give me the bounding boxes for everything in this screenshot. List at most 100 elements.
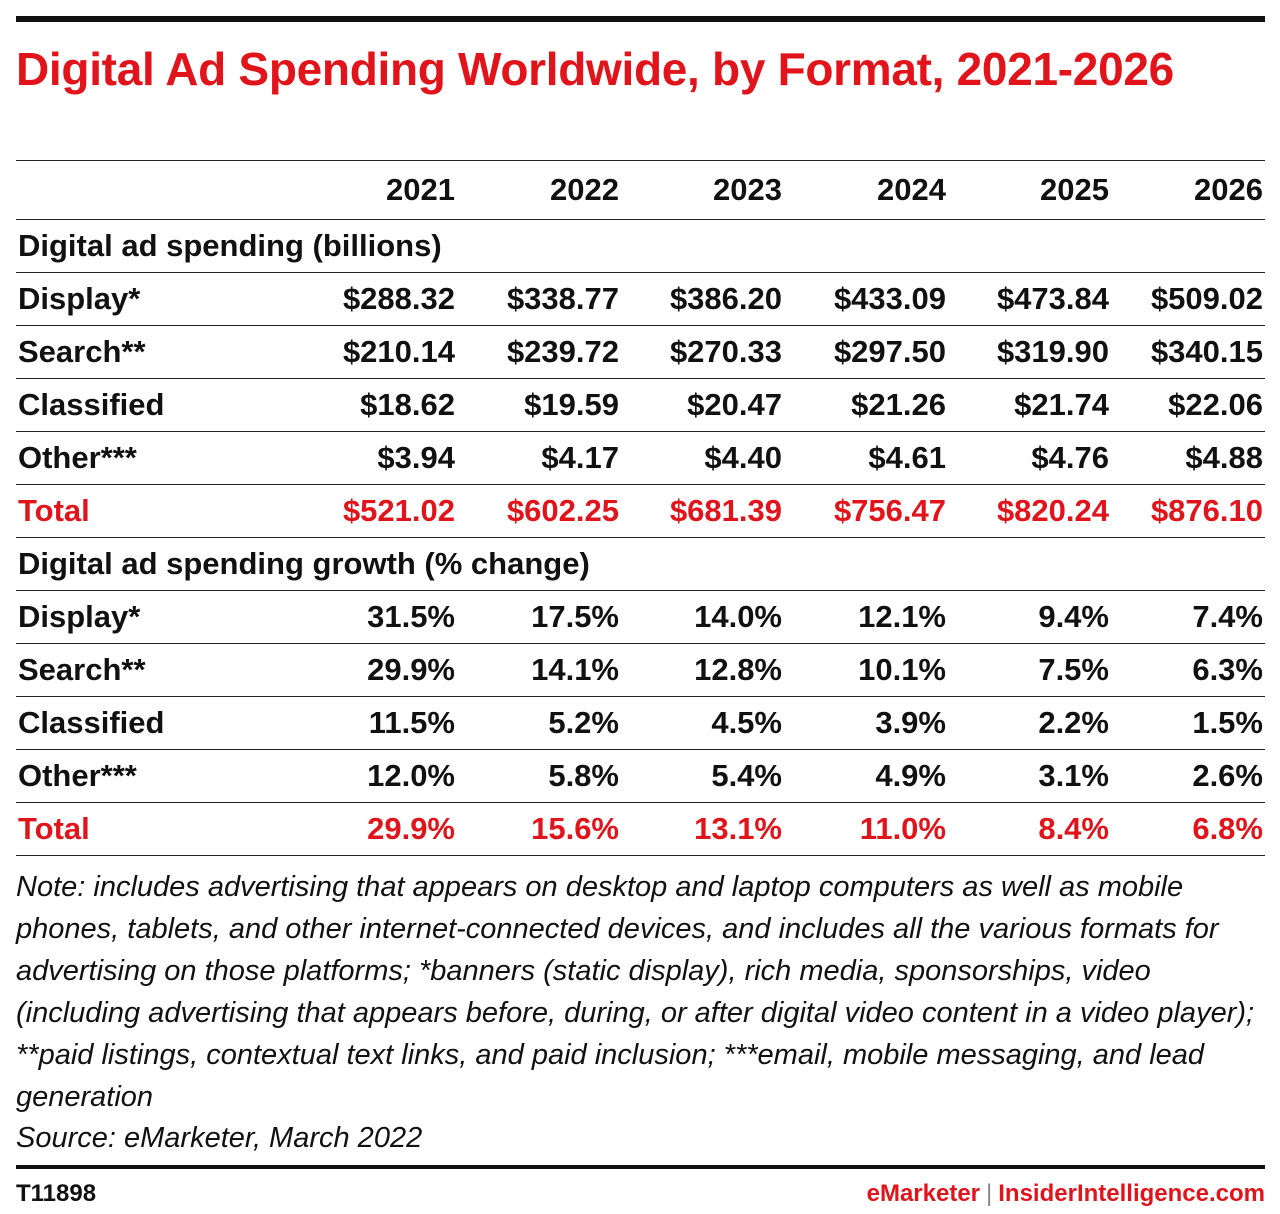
value-cell: 10.1% [858,652,946,687]
value-cell: $4.17 [541,440,619,475]
value-cell: $4.76 [1031,440,1109,475]
value-cell: 9.4% [1038,599,1109,634]
row-label: Classified [18,387,165,422]
chart-id: T11898 [16,1180,97,1207]
value-cell: $338.77 [506,281,619,316]
value-cell: 11.0% [859,811,946,846]
value-cell: 12.1% [858,599,946,634]
value-cell: $4.61 [868,440,946,475]
row-label: Total [18,811,90,846]
value-cell: 5.8% [548,758,619,793]
total-row: Total 29.9% 15.6% 13.1% 11.0% 8.4% 6.8% [16,802,1265,856]
value-cell: $210.14 [342,334,455,369]
value-cell: $602.25 [506,493,619,528]
section-row: Digital ad spending (billions) [16,219,1265,273]
total-row: Total $521.02 $602.25 $681.39 $756.47 $820.24… [16,484,1265,538]
value-cell: 7.5% [1038,652,1109,687]
row-label: Search** [18,652,146,687]
value-cell: 13.1% [694,811,782,846]
table-row: Search** $210.14 $239.72 $270.33 $297.50 $319… [16,325,1265,379]
column-header: 2025 [1040,172,1109,207]
data-table: 2021 2022 2023 2024 2025 2026 Digital ad… [16,160,1265,856]
brand-emarketer[interactable]: eMarketer [866,1180,981,1207]
value-cell: $4.40 [704,440,782,475]
value-cell: 2.2% [1038,705,1109,740]
value-cell: 2.6% [1192,758,1263,793]
header-row: 2021 2022 2023 2024 2025 2026 [16,160,1265,220]
value-cell: $386.20 [669,281,782,316]
value-cell: $521.02 [342,493,455,528]
value-cell: $22.06 [1168,387,1263,422]
table-row: Display* 31.5% 17.5% 14.0% 12.1% 9.4% 7.4% [16,590,1265,644]
value-cell: 12.8% [694,652,782,687]
row-label: Other*** [18,440,137,475]
section-label: Digital ad spending growth (% change) [18,546,590,581]
table-row: Other*** $3.94 $4.17 $4.40 $4.61 $4.76 $4.88 [16,431,1265,485]
header-cell-blank [16,161,296,220]
row-label: Display* [18,599,141,634]
value-cell: 8.4% [1038,811,1109,846]
value-cell: 5.2% [548,705,619,740]
value-cell: $876.10 [1150,493,1263,528]
brand-separator: | [986,1180,993,1207]
value-cell: 6.8% [1192,811,1263,846]
brand-insider-intelligence[interactable]: InsiderIntelligence.com [998,1180,1265,1207]
value-cell: $20.47 [687,387,782,422]
row-label: Display* [18,281,141,316]
value-cell: 4.5% [711,705,782,740]
row-label: Classified [18,705,165,740]
row-label: Search** [18,334,146,369]
table-row: Search** 29.9% 14.1% 12.8% 10.1% 7.5% 6.3% [16,643,1265,697]
row-label: Total [18,493,90,528]
value-cell: 31.5% [367,599,455,634]
value-cell: 5.4% [711,758,782,793]
value-cell: $288.32 [342,281,455,316]
value-cell: $19.59 [524,387,619,422]
value-cell: $820.24 [996,493,1109,528]
value-cell: 3.9% [875,705,946,740]
table-row: Classified $18.62 $19.59 $20.47 $21.26 $21.74… [16,378,1265,432]
value-cell: 3.1% [1038,758,1109,793]
column-header: 2022 [550,172,619,207]
value-cell: 12.0% [367,758,455,793]
value-cell: 15.6% [531,811,619,846]
section-label: Digital ad spending (billions) [18,228,442,263]
value-cell: $18.62 [360,387,455,422]
value-cell: $756.47 [833,493,946,528]
value-cell: 7.4% [1192,599,1263,634]
chart-title: Digital Ad Spending Worldwide, by Format… [16,43,1174,95]
value-cell: $3.94 [377,440,455,475]
table-row: Display* $288.32 $338.77 $386.20 $433.09 $473… [16,272,1265,326]
table-row: Other*** 12.0% 5.8% 5.4% 4.9% 3.1% 2.6% [16,749,1265,803]
row-label: Other*** [18,758,137,793]
value-cell: 11.5% [368,705,455,740]
value-cell: $681.39 [669,493,782,528]
section-row: Digital ad spending growth (% change) [16,537,1265,591]
value-cell: 6.3% [1192,652,1263,687]
value-cell: $4.88 [1185,440,1263,475]
value-cell: $473.84 [996,281,1109,316]
value-cell: 4.9% [875,758,946,793]
source-text: Source: eMarketer, March 2022 [16,1122,423,1154]
value-cell: $21.74 [1014,387,1109,422]
value-cell: 29.9% [367,811,455,846]
column-header: 2023 [713,172,782,207]
column-header: 2021 [386,172,455,207]
bottom-rule [16,1165,1265,1169]
value-cell: 1.5% [1192,705,1263,740]
value-cell: $297.50 [833,334,946,369]
value-cell: $433.09 [833,281,946,316]
top-rule [16,16,1265,22]
table-row: Classified 11.5% 5.2% 4.5% 3.9% 2.2% 1.5% [16,696,1265,750]
value-cell: $21.26 [851,387,946,422]
value-cell: 14.0% [694,599,782,634]
value-cell: $509.02 [1150,281,1263,316]
value-cell: 29.9% [367,652,455,687]
footnote-text: Note: includes advertising that appears … [16,871,1255,1113]
column-header: 2026 [1194,172,1263,207]
value-cell: $239.72 [506,334,619,369]
value-cell: $270.33 [669,334,782,369]
column-header: 2024 [877,172,946,207]
table-body: 2021 2022 2023 2024 2025 2026 Digital ad… [16,160,1265,856]
value-cell: 14.1% [531,652,619,687]
